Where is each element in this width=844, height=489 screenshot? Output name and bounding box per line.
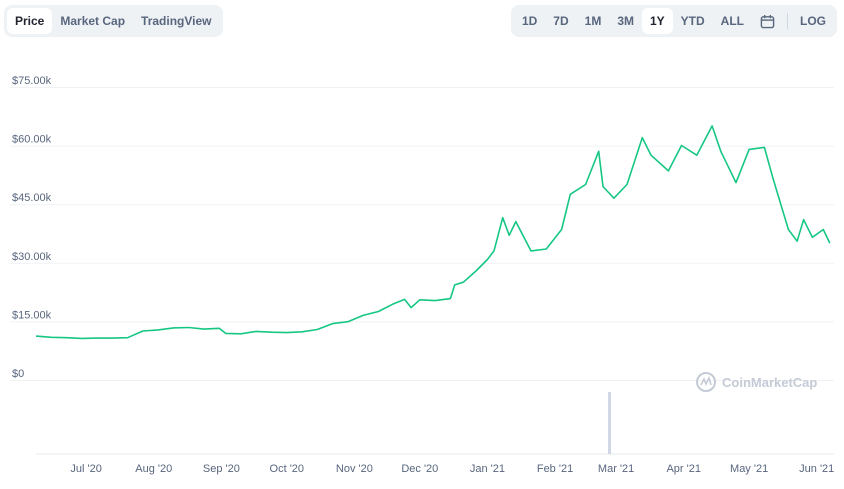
y-tick-label: $60.00k: [12, 134, 52, 146]
chart-type-tabs: Price Market Cap TradingView: [4, 5, 223, 37]
y-tick-label: $30.00k: [12, 251, 52, 263]
calendar-icon: [760, 14, 775, 28]
range-1d-button[interactable]: 1D: [521, 14, 538, 28]
y-axis-labels: $0 $15.00k $30.00k $45.00k $60.00k $75.00k: [12, 75, 52, 380]
x-tick-label: Aug '20: [135, 463, 172, 475]
x-tick-label: Apr '21: [666, 463, 701, 475]
range-all-button[interactable]: ALL: [720, 14, 744, 28]
x-tick-label: Jan '21: [470, 463, 505, 475]
range-divider: [787, 13, 788, 29]
range-1y-button[interactable]: 1Y: [641, 8, 673, 34]
y-tick-label: $45.00k: [12, 192, 52, 204]
x-tick-label: Dec '20: [401, 463, 438, 475]
grid-lines: [10, 87, 834, 455]
x-tick-label: Sep '20: [203, 463, 240, 475]
x-axis-labels: Jul '20 Aug '20 Sep '20 Oct '20 Nov '20 Dec '…: [70, 463, 834, 475]
x-tick-label: Feb '21: [537, 463, 573, 475]
x-tick-label: May '21: [730, 463, 768, 475]
range-1m-button[interactable]: 1M: [584, 14, 602, 28]
price-line: [35, 125, 831, 340]
watermark-logo: CoinMarketCap: [696, 372, 817, 392]
log-scale-button[interactable]: LOG: [800, 14, 826, 28]
y-tick-label: $15.00k: [12, 309, 52, 321]
y-tick-label: $75.00k: [12, 75, 52, 87]
range-ytd-button[interactable]: YTD: [680, 14, 705, 28]
x-tick-label: Mar '21: [598, 463, 634, 475]
tab-market-cap[interactable]: Market Cap: [60, 14, 126, 28]
range-3m-button[interactable]: 3M: [617, 14, 634, 28]
tab-price[interactable]: Price: [7, 8, 53, 34]
y-tick-label: $0: [12, 368, 24, 380]
x-tick-label: Jul '20: [70, 463, 101, 475]
x-tick-label: Jun '21: [799, 463, 834, 475]
x-tick-label: Oct '20: [270, 463, 305, 475]
watermark-text: CoinMarketCap: [722, 375, 817, 390]
x-tick-label: Nov '20: [336, 463, 373, 475]
tab-tradingview[interactable]: TradingView: [141, 14, 212, 28]
date-picker-button[interactable]: [752, 8, 783, 34]
range-7d-button[interactable]: 7D: [553, 14, 569, 28]
volume-spike-bar: [608, 392, 612, 454]
range-selector: 1D 7D 1M 3M 1Y YTD ALL LOG: [510, 5, 837, 37]
volume-bars: [608, 392, 612, 454]
